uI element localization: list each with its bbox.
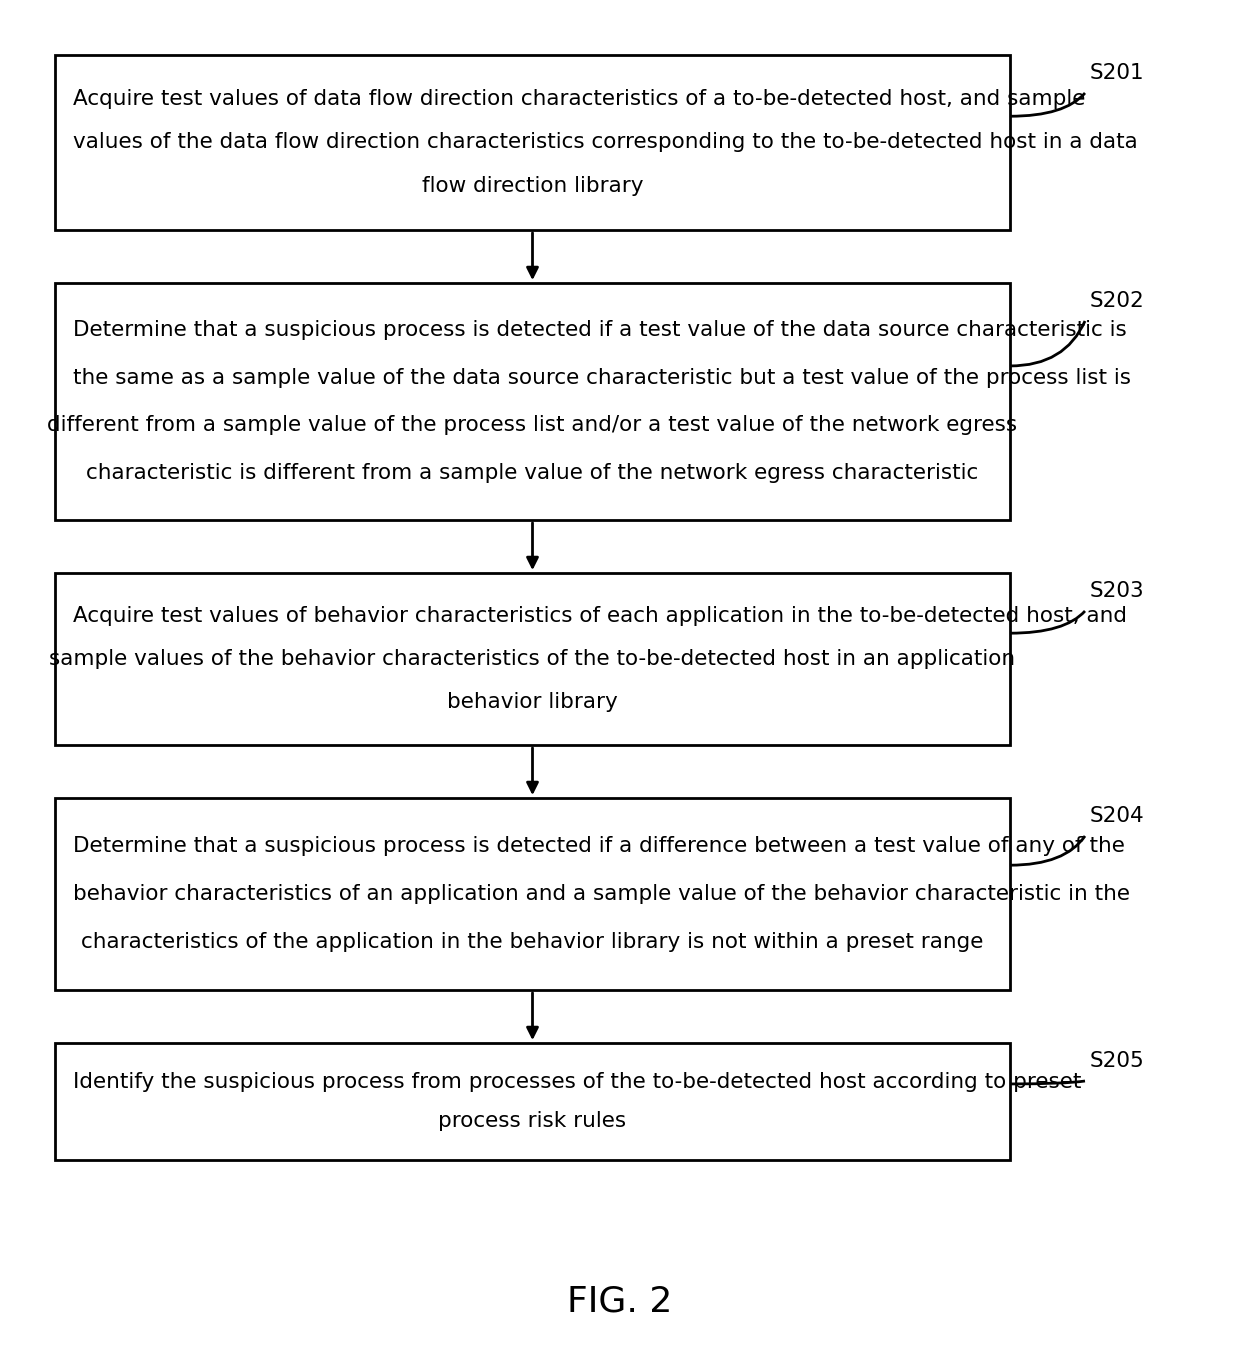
Text: Acquire test values of data flow direction characteristics of a to-be-detected h: Acquire test values of data flow directi…	[73, 89, 1085, 109]
Text: characteristics of the application in the behavior library is not within a prese: characteristics of the application in th…	[82, 932, 983, 951]
Text: Identify the suspicious process from processes of the to-be-detected host accord: Identify the suspicious process from pro…	[73, 1072, 1081, 1092]
Text: Determine that a suspicious process is detected if a difference between a test v: Determine that a suspicious process is d…	[73, 837, 1125, 856]
Bar	[55, 1043, 1011, 1161]
Text: S205: S205	[1090, 1051, 1145, 1070]
Text: S202: S202	[1090, 291, 1145, 312]
Text: S201: S201	[1090, 63, 1145, 83]
Text: behavior characteristics of an application and a sample value of the behavior ch: behavior characteristics of an applicati…	[73, 884, 1130, 904]
Bar	[55, 55, 1011, 230]
Text: sample values of the behavior characteristics of the to-be-detected host in an a: sample values of the behavior characteri…	[50, 649, 1016, 668]
Text: process risk rules: process risk rules	[439, 1111, 626, 1131]
Text: characteristic is different from a sample value of the network egress characteri: characteristic is different from a sampl…	[87, 462, 978, 483]
Text: flow direction library: flow direction library	[422, 176, 644, 197]
Text: different from a sample value of the process list and/or a test value of the net: different from a sample value of the pro…	[47, 416, 1018, 435]
Text: S204: S204	[1090, 807, 1145, 826]
Text: the same as a sample value of the data source characteristic but a test value of: the same as a sample value of the data s…	[73, 368, 1131, 388]
Text: S203: S203	[1090, 581, 1145, 601]
Text: values of the data flow direction characteristics corresponding to the to-be-det: values of the data flow direction charac…	[73, 133, 1138, 153]
Text: Determine that a suspicious process is detected if a test value of the data sour: Determine that a suspicious process is d…	[73, 320, 1127, 340]
Text: Acquire test values of behavior characteristics of each application in the to-be: Acquire test values of behavior characte…	[73, 606, 1127, 626]
Text: behavior library: behavior library	[448, 692, 618, 712]
Bar	[55, 798, 1011, 990]
Text: FIG. 2: FIG. 2	[568, 1285, 672, 1319]
Bar	[55, 283, 1011, 519]
Bar	[55, 573, 1011, 745]
